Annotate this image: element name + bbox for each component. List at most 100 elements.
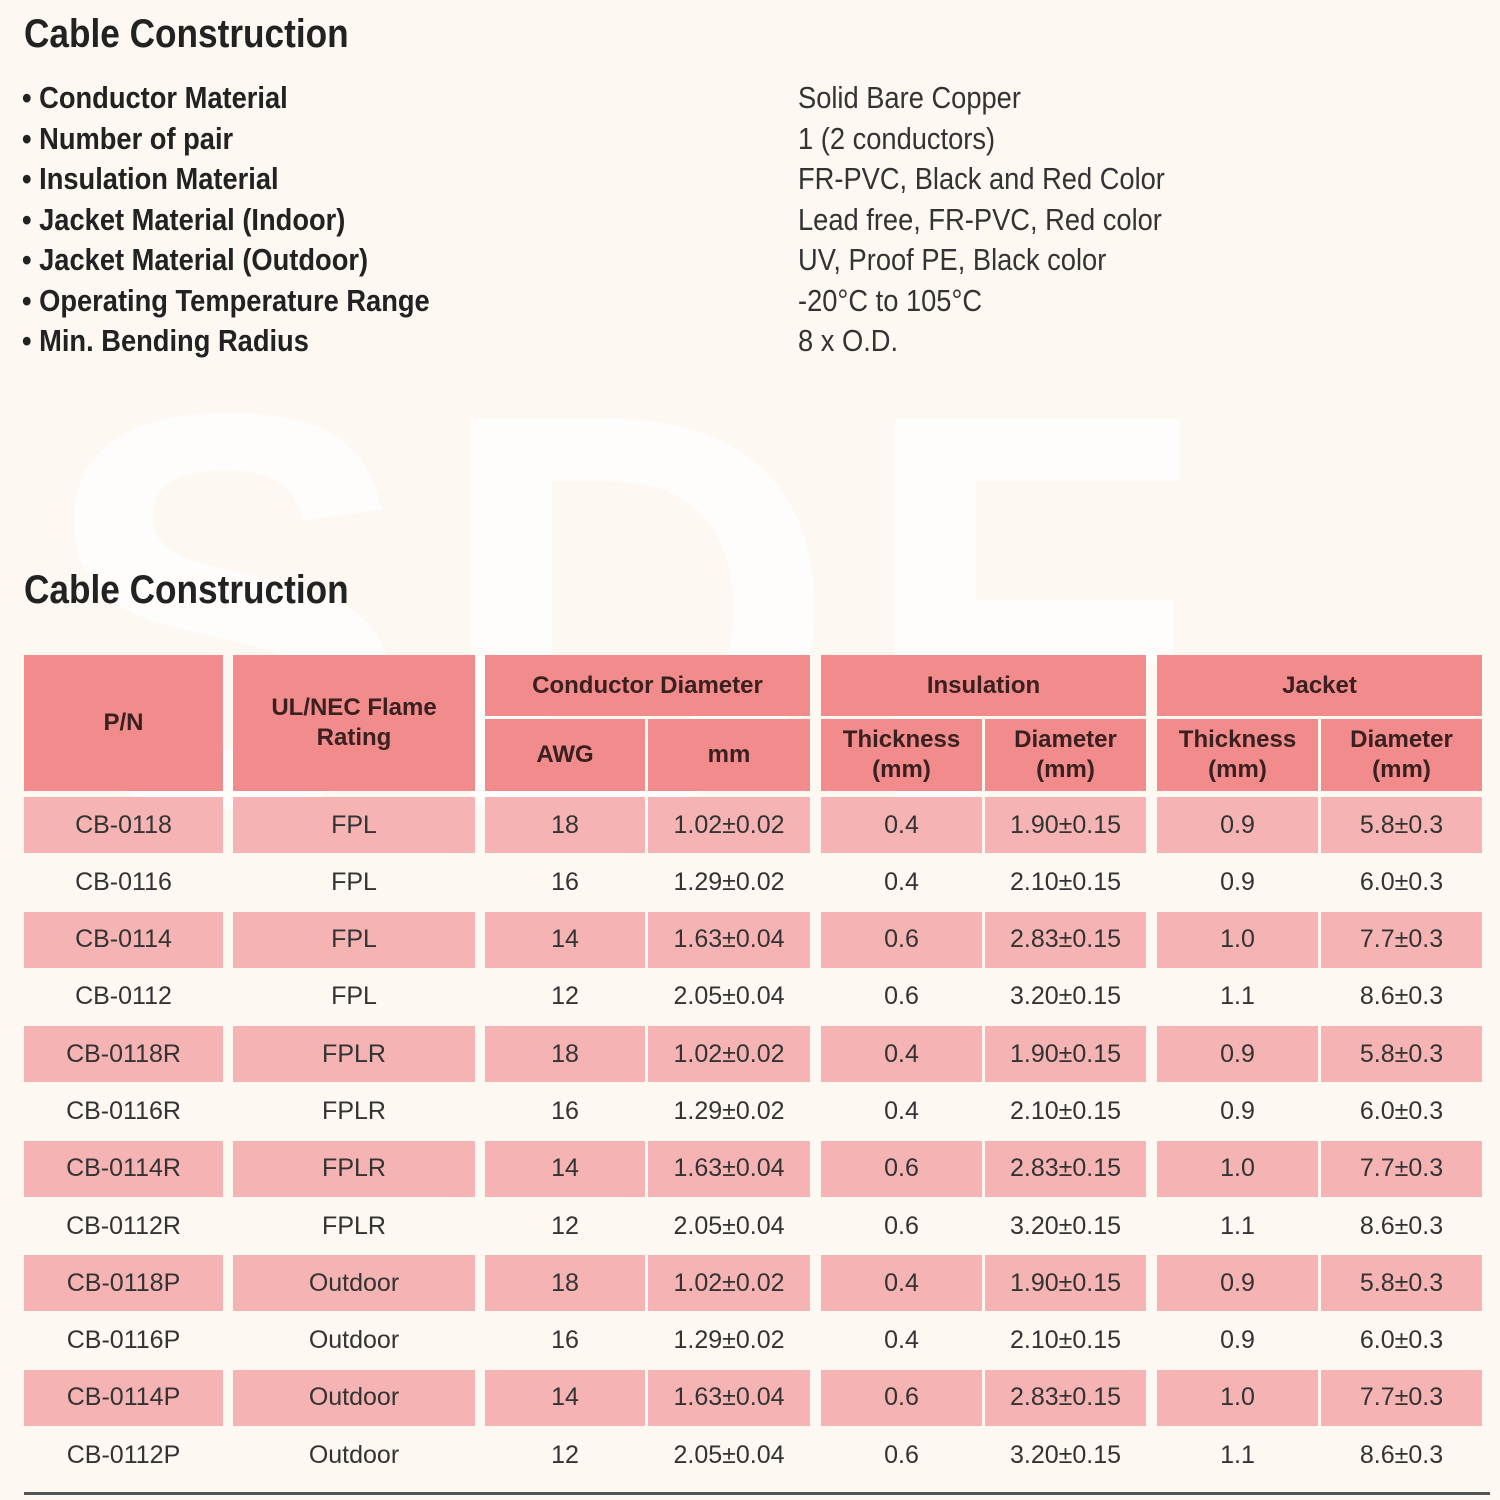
spec-label: • Min. Bending Radius — [22, 323, 309, 359]
cell-awg: 16 — [551, 1326, 579, 1355]
spec-label: • Jacket Material (Outdoor) — [22, 242, 369, 278]
cell-insulation-thickness: 0.6 — [884, 1440, 919, 1469]
spec-row: • Jacket Material (Outdoor) UV, Proof PE,… — [22, 240, 1322, 281]
cell-jacket-thickness: 1.1 — [1220, 982, 1255, 1011]
cell-jacket-thickness: 1.0 — [1157, 1369, 1318, 1426]
cell-pn: CB-0116R — [66, 1096, 181, 1125]
table-row: CB-0112P Outdoor 12 2.05±0.04 0.6 3.20±0.15 1.… — [24, 1425, 1482, 1482]
cell-insulation-thickness: 0.6 — [821, 1140, 982, 1197]
cell-awg: 18 — [485, 1026, 645, 1083]
cell-insulation-thickness: 0.6 — [884, 1211, 919, 1240]
cell-jacket-thickness: 0.9 — [1220, 1326, 1255, 1355]
cell-pn: CB-0118 — [24, 797, 223, 853]
cell-pn: CB-0114P — [24, 1369, 223, 1426]
cell-conductor-mm: 1.02±0.02 — [648, 1255, 810, 1312]
cell-flame-rating: FPL — [233, 797, 475, 853]
cell-conductor-mm: 1.29±0.02 — [673, 867, 785, 896]
cell-awg: 16 — [551, 1096, 579, 1125]
header-jacket-thickness: Thickness (mm) — [1157, 719, 1318, 791]
cell-insulation-diameter: 1.90±0.15 — [985, 1255, 1146, 1312]
header-insulation-diameter: Diameter (mm) — [985, 719, 1146, 791]
cell-jacket-diameter: 5.8±0.3 — [1321, 1026, 1482, 1083]
table-row: CB-0112R FPLR 12 2.05±0.04 0.6 3.20±0.15 1.1 8.… — [24, 1196, 1482, 1253]
cell-conductor-mm: 1.63±0.04 — [648, 1369, 810, 1426]
cell-conductor-mm: 1.29±0.02 — [673, 1096, 785, 1125]
cell-awg: 18 — [485, 1255, 645, 1312]
specs-title: Cable Construction — [24, 12, 349, 56]
cell-flame-rating: FPL — [233, 911, 475, 968]
cell-jacket-thickness: 1.1 — [1220, 1440, 1255, 1469]
cell-flame-rating: FPLR — [233, 1026, 475, 1083]
cell-insulation-thickness: 0.4 — [884, 1096, 919, 1125]
spec-value: -20°C to 105°C — [798, 282, 983, 318]
cell-pn: CB-0118R — [24, 1026, 223, 1083]
table-row: CB-0114R FPLR 14 1.63±0.04 0.6 2.83±0.15 1.0 7.… — [24, 1139, 1482, 1197]
cell-conductor-mm: 2.05±0.04 — [673, 1440, 785, 1469]
cell-pn: CB-0114 — [24, 911, 223, 968]
cell-awg: 12 — [551, 982, 579, 1011]
header-flame-rating: UL/NEC Flame Rating — [233, 655, 475, 791]
cell-conductor-mm: 1.63±0.04 — [648, 911, 810, 968]
cell-flame-rating: Outdoor — [233, 1369, 475, 1426]
cell-flame-rating: FPLR — [233, 1140, 475, 1197]
cell-insulation-thickness: 0.4 — [821, 1255, 982, 1312]
cell-awg: 16 — [551, 867, 579, 896]
header-jacket-diameter: Diameter (mm) — [1321, 719, 1482, 791]
spec-label: • Operating Temperature Range — [22, 282, 430, 318]
table-row: CB-0116 FPL 16 1.29±0.02 0.4 2.10±0.15 0.9 6.0±… — [24, 852, 1482, 909]
cell-conductor-mm: 1.63±0.04 — [648, 1140, 810, 1197]
spec-value: 1 (2 conductors) — [798, 120, 996, 156]
cell-insulation-diameter: 3.20±0.15 — [1009, 1440, 1122, 1469]
spec-row: • Number of pair 1 (2 conductors) — [22, 119, 1322, 160]
cell-insulation-thickness: 0.4 — [821, 1026, 982, 1083]
cell-jacket-diameter: 5.8±0.3 — [1321, 1255, 1482, 1312]
cell-pn: CB-0112 — [75, 982, 172, 1011]
cell-flame-rating: FPL — [331, 867, 377, 896]
cell-flame-rating: FPLR — [322, 1211, 386, 1240]
cell-jacket-diameter: 8.6±0.3 — [1359, 982, 1444, 1011]
header-conductor-diameter: Conductor Diameter — [485, 655, 810, 716]
cell-insulation-diameter: 1.90±0.15 — [985, 797, 1146, 853]
cell-flame-rating: Outdoor — [308, 1440, 400, 1469]
cell-conductor-mm: 1.29±0.02 — [673, 1326, 785, 1355]
spec-value: UV, Proof PE, Black color — [798, 242, 1107, 278]
cell-jacket-thickness: 0.9 — [1157, 797, 1318, 853]
header-insulation: Insulation — [821, 655, 1146, 716]
cell-awg: 14 — [485, 1140, 645, 1197]
spec-row: • Insulation Material FR-PVC, Black and R… — [22, 159, 1322, 200]
spec-value: Solid Bare Copper — [798, 80, 1021, 116]
cell-jacket-diameter: 8.6±0.3 — [1359, 1440, 1444, 1469]
cell-pn: CB-0116P — [66, 1326, 181, 1355]
cell-insulation-diameter: 2.10±0.15 — [1009, 1326, 1122, 1355]
cell-jacket-diameter: 5.8±0.3 — [1321, 797, 1482, 853]
cell-insulation-diameter: 2.83±0.15 — [985, 1369, 1146, 1426]
table-row: CB-0114P Outdoor 14 1.63±0.04 0.6 2.83±0.15 1.… — [24, 1368, 1482, 1426]
cell-flame-rating: Outdoor — [233, 1255, 475, 1312]
spec-row: • Operating Temperature Range -20°C to 10… — [22, 281, 1322, 322]
cell-insulation-thickness: 0.6 — [821, 1369, 982, 1426]
spec-row: • Jacket Material (Indoor) Lead free, FR-… — [22, 200, 1322, 241]
table-row: CB-0116R FPLR 16 1.29±0.02 0.4 2.10±0.15 0.9 6.… — [24, 1081, 1482, 1138]
table-header: P/N UL/NEC Flame Rating Conductor Diamet… — [24, 655, 1482, 791]
cell-pn: CB-0112R — [66, 1211, 181, 1240]
table-row: CB-0118R FPLR 18 1.02±0.02 0.4 1.90±0.15 0.9 5.… — [24, 1024, 1482, 1083]
cell-pn: CB-0118P — [24, 1255, 223, 1312]
cell-awg: 14 — [485, 911, 645, 968]
bottom-divider — [24, 1492, 1490, 1495]
cell-conductor-mm: 1.02±0.02 — [648, 1026, 810, 1083]
cell-jacket-diameter: 7.7±0.3 — [1321, 911, 1482, 968]
cell-flame-rating: FPLR — [322, 1096, 386, 1125]
cell-jacket-thickness: 0.9 — [1220, 1096, 1255, 1125]
table-row: CB-0112 FPL 12 2.05±0.04 0.6 3.20±0.15 1.1 8.6±… — [24, 967, 1482, 1024]
cell-jacket-thickness: 1.0 — [1157, 911, 1318, 968]
cell-insulation-thickness: 0.4 — [884, 867, 919, 896]
cell-insulation-diameter: 3.20±0.15 — [1009, 1211, 1122, 1240]
table-row: CB-0118 FPL 18 1.02±0.02 0.4 1.90±0.15 0.9 5.8±… — [24, 795, 1482, 853]
cell-awg: 12 — [551, 1211, 579, 1240]
cell-conductor-mm: 2.05±0.04 — [673, 982, 785, 1011]
spec-row: • Conductor Material Solid Bare Copper — [22, 78, 1322, 119]
cell-insulation-diameter: 2.10±0.15 — [1009, 1096, 1122, 1125]
cell-flame-rating: FPL — [331, 982, 377, 1011]
cell-jacket-thickness: 0.9 — [1220, 867, 1255, 896]
header-pn: P/N — [24, 655, 223, 791]
